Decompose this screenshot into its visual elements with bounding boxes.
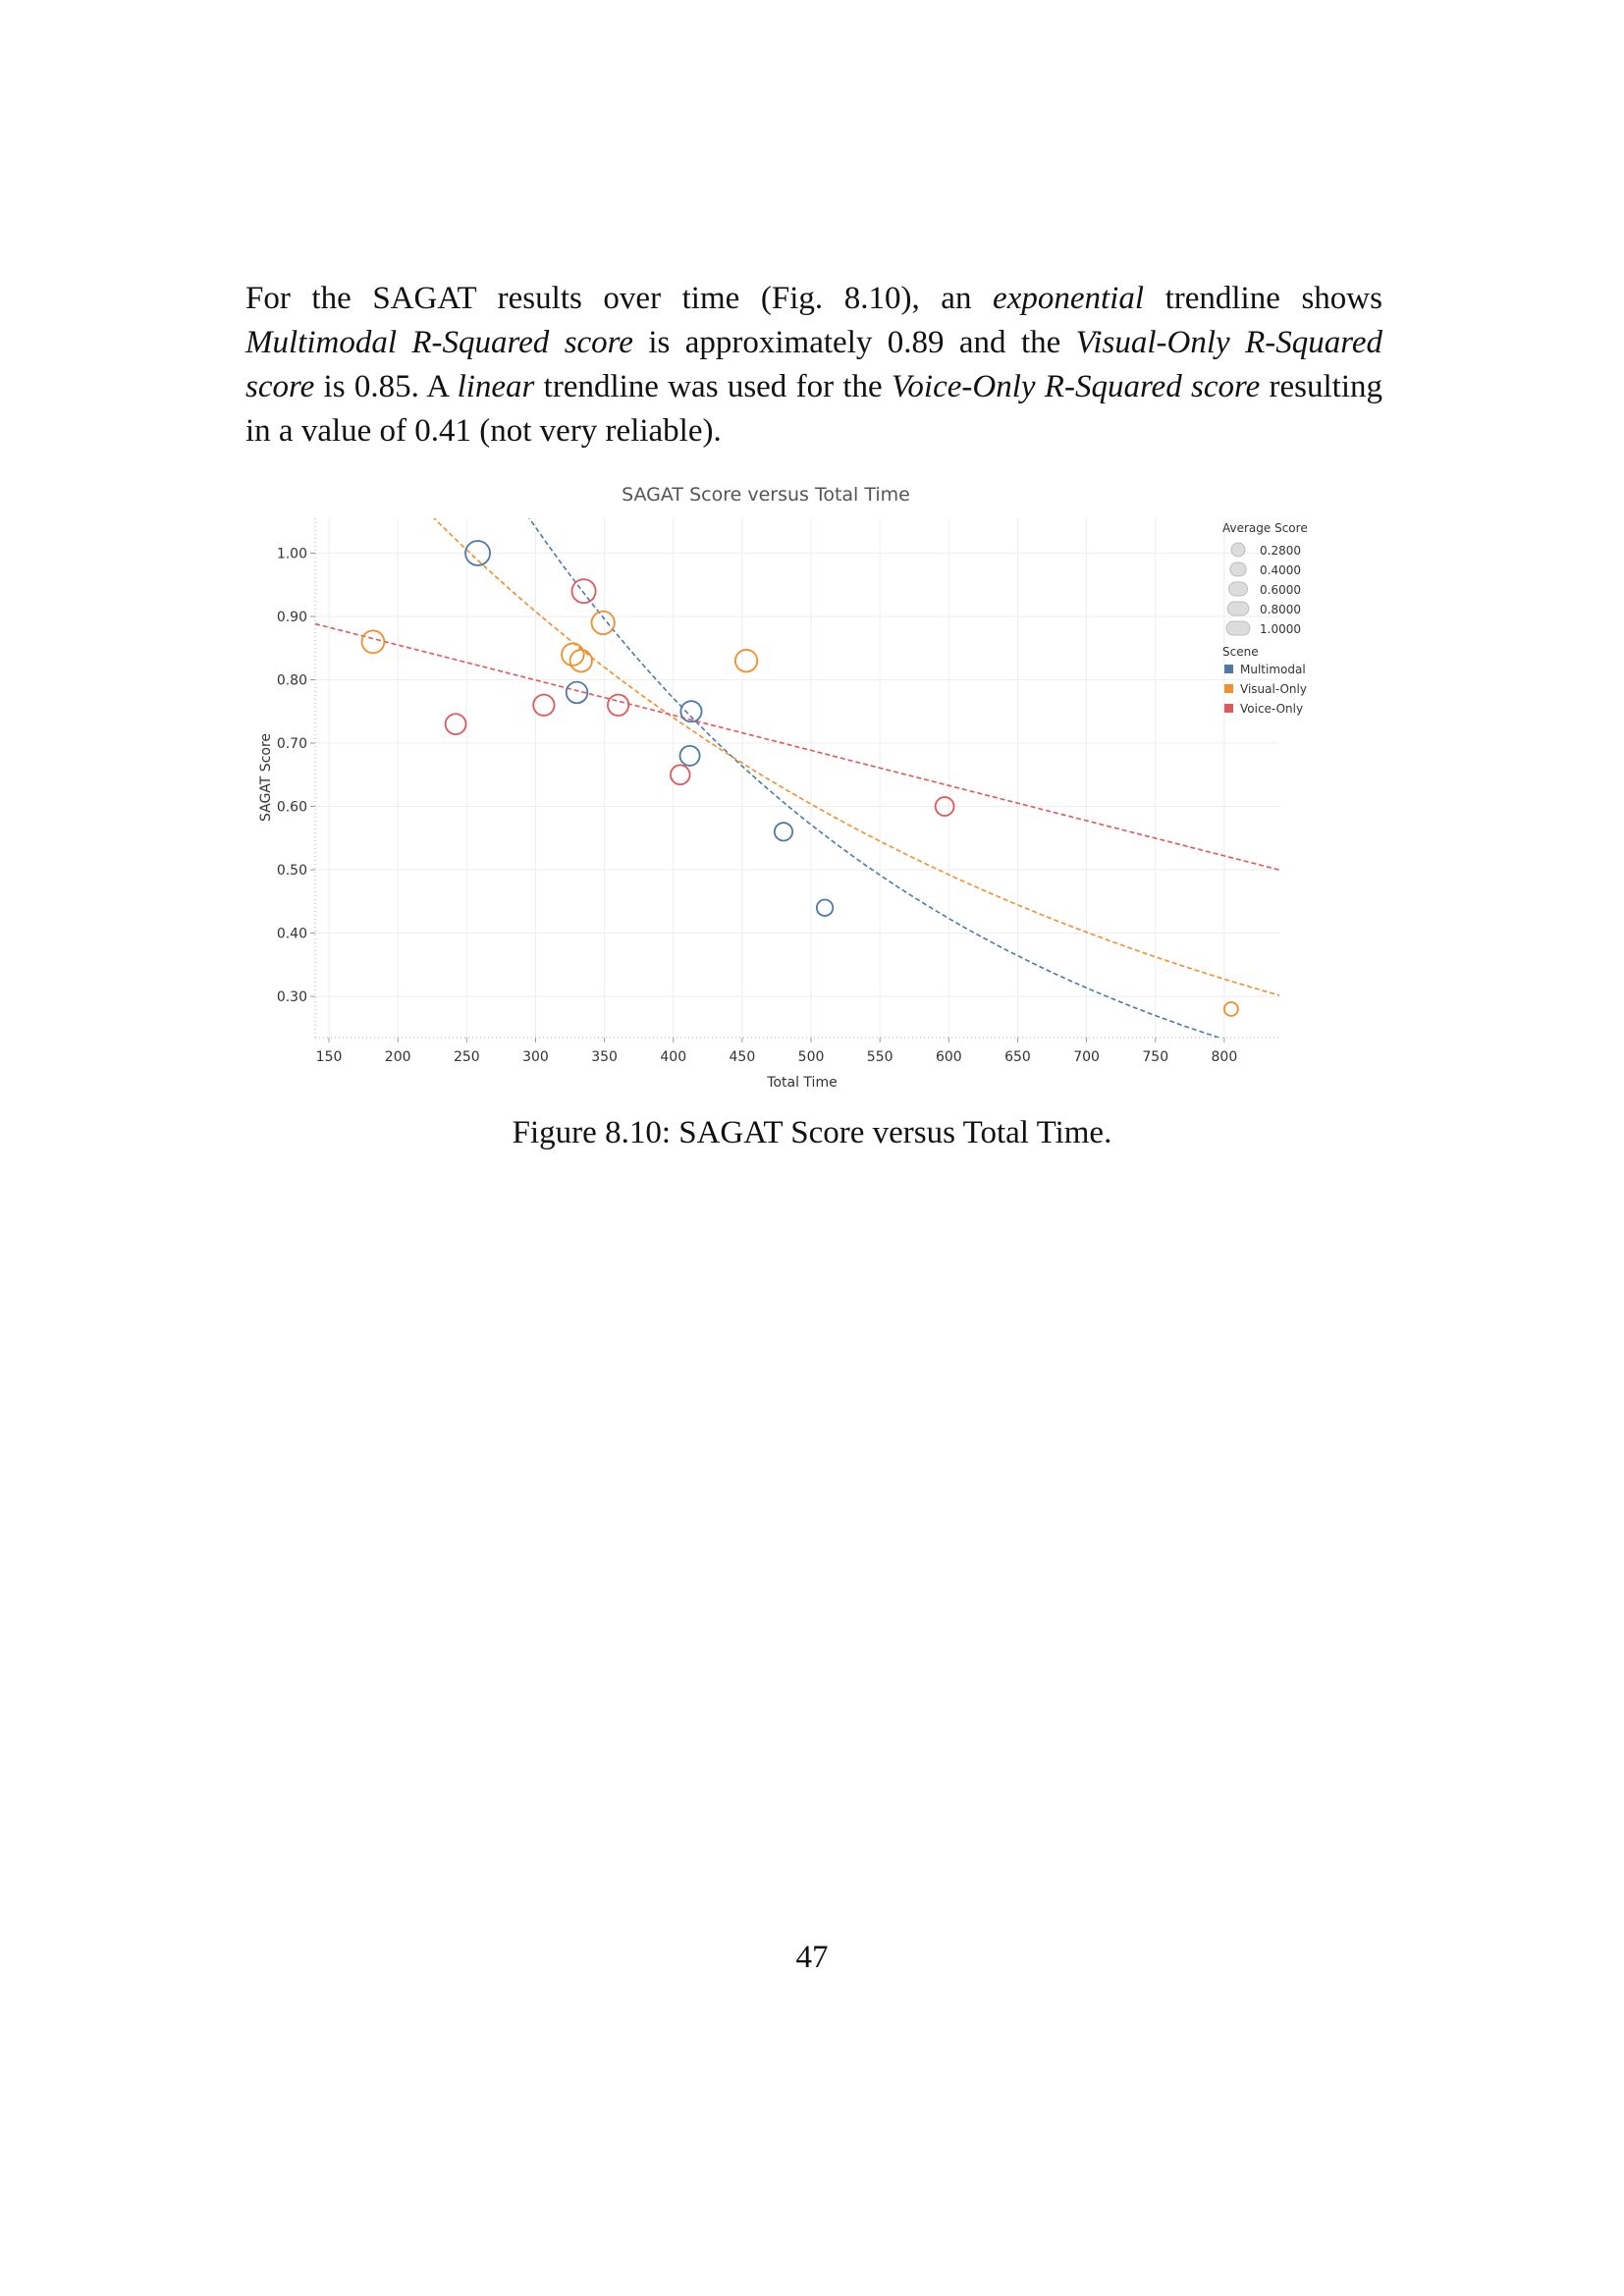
paragraph-emphasis: Multimodal R-Squared score: [245, 325, 633, 360]
paragraph-text: For the SAGAT results over time (Fig. 8.…: [245, 281, 994, 316]
x-tick-label: 650: [1004, 1049, 1031, 1065]
trendline-voice-only: [315, 622, 1279, 871]
x-tick-label: 300: [522, 1049, 549, 1065]
figure-chart: SAGAT Score versus Total Time 150 200 250 3…: [241, 471, 1389, 1099]
scene-legend-label: Multimodal: [1240, 663, 1306, 676]
x-tick-label: 800: [1212, 1049, 1238, 1065]
x-tick-label: 550: [867, 1049, 893, 1065]
scene-legend-label: Visual-Only: [1240, 682, 1307, 696]
data-point-visual-only: [561, 642, 585, 667]
data-point-multimodal: [815, 898, 835, 917]
paragraph-emphasis: Voice-Only R-Squared score: [891, 369, 1261, 404]
data-point-visual-only: [568, 649, 593, 673]
x-tick-label: 450: [730, 1049, 756, 1065]
paragraph-text: is 0.85. A: [314, 369, 458, 404]
y-tick-label: 0.90: [277, 610, 307, 625]
paragraph-text: resulting in a value of 0.41 (not very r…: [245, 369, 1382, 449]
size-legend-label: 0.2800: [1260, 544, 1301, 558]
x-tick-label: 200: [385, 1049, 411, 1065]
scene-legend-label: Voice-Only: [1240, 702, 1303, 716]
x-tick-label: 150: [316, 1049, 343, 1065]
data-point-voice-only: [934, 796, 955, 817]
size-legend-swatch: [1230, 542, 1246, 558]
data-point-multimodal: [464, 540, 491, 566]
x-tick-label: 700: [1073, 1049, 1100, 1065]
body-paragraph: For the SAGAT results over time (Fig. 8.…: [245, 277, 1382, 454]
paragraph-emphasis: linear: [457, 369, 535, 404]
y-tick-label: 0.50: [277, 863, 307, 879]
data-point-voice-only: [607, 693, 630, 717]
paragraph-text: trendline shows: [1144, 281, 1382, 316]
chart-axes: 150 200 250 300 350 400 450 500 550 600 650 700 750 8…: [277, 518, 1279, 1065]
x-tick-label: 500: [798, 1049, 825, 1065]
y-tick-label: 1.00: [277, 546, 307, 561]
data-point-multimodal: [678, 744, 701, 767]
scatter-chart: SAGAT Score versus Total Time 150 200 250 3…: [258, 484, 1308, 1091]
data-point-visual-only: [590, 610, 616, 636]
size-legend-title: Average Score: [1222, 521, 1308, 535]
size-legend-swatch: [1225, 620, 1251, 636]
size-legend-swatch: [1229, 561, 1247, 577]
scene-legend-swatch: [1224, 665, 1233, 673]
data-points: [360, 540, 1239, 1017]
chart-legend: Average Score 0.2800 0.4000 0.6000 0.8000 1.0…: [1222, 521, 1308, 716]
x-tick-label: 750: [1142, 1049, 1168, 1065]
size-legend-label: 1.0000: [1260, 622, 1301, 636]
chart-title: SAGAT Score versus Total Time: [622, 484, 910, 506]
paragraph-emphasis: exponential: [993, 281, 1144, 316]
size-legend-swatch: [1226, 601, 1250, 616]
scene-legend-swatch: [1224, 684, 1233, 693]
scene-legend-swatch: [1224, 704, 1233, 713]
data-point-visual-only: [733, 649, 759, 673]
paragraph-emphasis: Visual-Only R-Squared score: [245, 325, 1382, 404]
data-point-visual-only: [360, 629, 386, 655]
data-point-multimodal: [679, 700, 703, 723]
x-tick-label: 600: [936, 1049, 962, 1065]
data-point-voice-only: [532, 693, 556, 717]
x-tick-label: 250: [454, 1049, 480, 1065]
paragraph-text: is approximately 0.89 and the: [632, 325, 1076, 360]
size-legend-label: 0.4000: [1260, 563, 1301, 577]
x-axis-label: Total Time: [766, 1075, 837, 1091]
data-point-visual-only: [1223, 1001, 1239, 1017]
data-point-multimodal: [773, 822, 794, 842]
y-tick-label: 0.70: [277, 736, 307, 752]
y-tick-label: 0.30: [277, 989, 307, 1005]
figure-caption: Figure 8.10: SAGAT Score versus Total Ti…: [512, 1115, 1112, 1150]
y-axis-label: SAGAT Score: [258, 733, 274, 822]
x-tick-label: 350: [591, 1049, 618, 1065]
y-tick-label: 0.60: [277, 800, 307, 816]
data-point-voice-only: [570, 578, 597, 605]
page-number: 47: [795, 1940, 829, 1975]
data-point-multimodal: [565, 680, 589, 705]
size-legend-label: 0.8000: [1260, 603, 1301, 616]
trendlines: [315, 518, 1279, 1038]
x-tick-label: 400: [660, 1049, 686, 1065]
size-legend-swatch: [1228, 581, 1248, 597]
data-point-voice-only: [444, 713, 467, 736]
size-legend-label: 0.6000: [1260, 583, 1301, 597]
scene-legend-title: Scene: [1222, 645, 1259, 659]
data-point-voice-only: [670, 764, 691, 786]
trendline-multimodal: [528, 518, 1221, 1038]
paragraph-text: trendline was used for the: [534, 369, 892, 404]
y-tick-label: 0.40: [277, 927, 307, 942]
chart-grid: [315, 518, 1279, 1038]
y-tick-label: 0.80: [277, 673, 307, 689]
